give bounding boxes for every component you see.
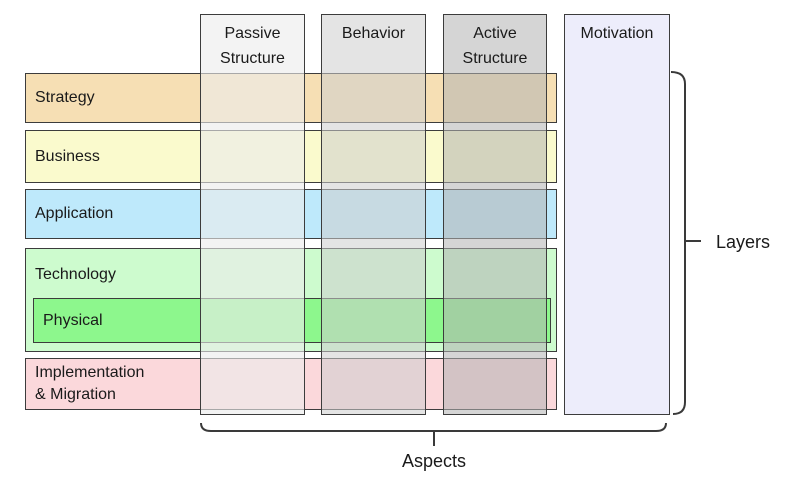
column-motivation-header: Motivation xyxy=(565,15,669,46)
column-passive-structure-header: Passive Structure xyxy=(201,15,304,71)
motivation-line1: Motivation xyxy=(580,25,654,42)
row-implementation-migration-label: Implementation & Migration xyxy=(26,362,144,406)
row-strategy-label: Strategy xyxy=(35,89,95,106)
column-passive-structure: Passive Structure xyxy=(200,14,305,415)
layers-bracket xyxy=(670,71,686,415)
row-technology-label: Technology xyxy=(35,266,116,283)
column-active-structure-header: Active Structure xyxy=(444,15,546,71)
column-behavior-header: Behavior xyxy=(322,15,425,46)
aspects-label: Aspects xyxy=(401,451,467,471)
row-implementation-line1: Implementation xyxy=(35,364,145,381)
row-implementation-line2: & Migration xyxy=(35,386,116,403)
row-business-label: Business xyxy=(35,147,100,165)
row-physical-label: Physical xyxy=(43,311,103,329)
behavior-line1: Behavior xyxy=(341,25,406,42)
active-structure-line2: Structure xyxy=(462,50,528,67)
passive-structure-line1: Passive xyxy=(224,25,281,42)
column-behavior: Behavior xyxy=(321,14,426,415)
aspects-bracket xyxy=(200,422,667,432)
column-active-structure: Active Structure xyxy=(443,14,547,415)
layers-label: Layers xyxy=(716,232,771,252)
active-structure-line1: Active xyxy=(473,25,517,42)
column-motivation: Motivation xyxy=(564,14,670,415)
passive-structure-line2: Structure xyxy=(220,50,285,67)
row-application-label: Application xyxy=(35,205,114,222)
